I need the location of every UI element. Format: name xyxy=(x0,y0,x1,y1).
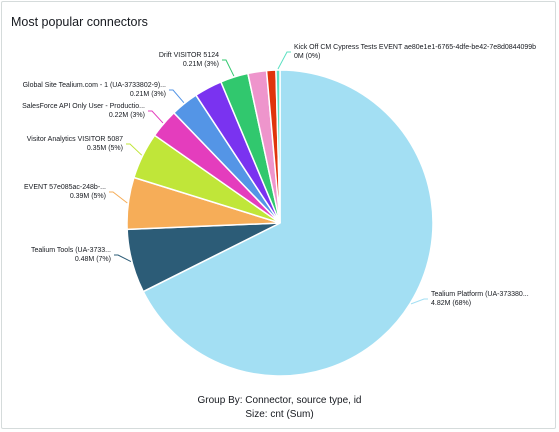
slice-value-label: 0.22M (3%) xyxy=(109,112,145,119)
leader-line xyxy=(126,143,143,156)
slice-label: Tealium Platform (UA-373380... xyxy=(431,291,529,298)
slice-label: SalesForce API Only User - Productio... xyxy=(22,103,145,110)
pie-slice[interactable] xyxy=(142,69,434,377)
pie-slice[interactable] xyxy=(275,69,281,224)
slice-labels: Tealium Platform (UA-373380... 4.82M (68%… xyxy=(22,44,536,307)
leader-line xyxy=(277,51,291,70)
slice-value-label: 0.21M (3%) xyxy=(183,61,219,68)
slice-value-label: 0.39M (5%) xyxy=(70,193,106,200)
slice-label: Drift VISITOR 5124 xyxy=(159,52,219,59)
slice-value-label: 0.48M (7%) xyxy=(75,256,111,263)
group-by-caption: Group By: Connector, source type, id xyxy=(197,395,362,406)
leader-line xyxy=(410,298,428,305)
pie-slices xyxy=(126,69,434,377)
leader-line xyxy=(148,110,164,124)
leader-line xyxy=(109,191,128,204)
slice-label: Kick Off CM Cypress Tests EVENT ae80e1e1… xyxy=(294,44,536,51)
slice-value-label: 4.82M (68%) xyxy=(431,300,471,307)
slice-label: Tealium Tools (UA-3733... xyxy=(31,247,111,254)
slice-label: Global Site Tealium.com - 1 (UA-3733802-… xyxy=(23,82,166,89)
leader-lines xyxy=(109,51,428,305)
slice-value-label: 0.21M (3%) xyxy=(130,91,166,98)
slice-label: Visitor Analytics VISITOR 5087 xyxy=(27,136,123,143)
slice-value-label: 0.35M (5%) xyxy=(87,145,123,152)
leader-line xyxy=(114,254,132,263)
leader-line xyxy=(169,89,185,104)
chart-title: Most popular connectors xyxy=(11,15,148,29)
slice-label: EVENT 57e085ac-248b-... xyxy=(24,184,106,191)
leader-line xyxy=(222,59,235,77)
slice-value-label: 0M (0%) xyxy=(294,53,320,60)
size-caption: Size: cnt (Sum) xyxy=(245,409,314,420)
